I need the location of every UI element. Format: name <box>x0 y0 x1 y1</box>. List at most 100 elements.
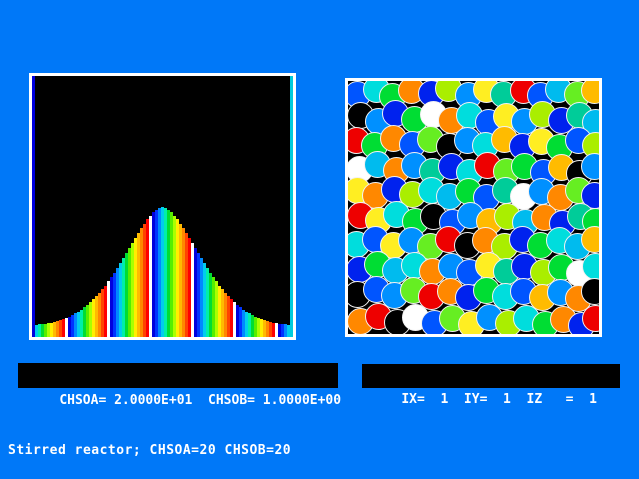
histogram-bar <box>206 268 209 337</box>
histogram-bars <box>32 76 293 337</box>
ix-iy-iz-readout-text: IX= 1 IY= 1 IZ = 1 <box>401 392 597 407</box>
histogram-bar <box>59 320 62 337</box>
histogram-bar <box>173 216 176 337</box>
histogram-bar <box>83 307 86 337</box>
histogram-bar <box>77 312 80 337</box>
histogram-bar <box>161 207 164 337</box>
histogram-bar <box>89 302 92 337</box>
histogram-bar <box>56 321 59 337</box>
histogram-bar <box>107 281 110 337</box>
histogram-bar <box>134 238 137 337</box>
histogram-bar <box>41 324 44 337</box>
histogram-bar <box>200 258 203 337</box>
reactor-particle <box>581 304 599 332</box>
histogram-bar <box>212 277 215 337</box>
histogram-bar <box>50 323 53 337</box>
histogram-bar <box>179 224 182 337</box>
reactor-particle <box>580 81 599 104</box>
histogram-bar <box>158 208 161 337</box>
histogram-bar <box>80 310 83 337</box>
reactor-particle <box>581 252 599 280</box>
histogram-bar <box>119 263 122 337</box>
histogram-bar <box>35 325 38 337</box>
histogram-bar <box>65 318 68 337</box>
histogram-bar <box>263 320 266 337</box>
histogram-bar <box>266 321 269 337</box>
histogram-bar <box>254 317 257 337</box>
histogram-bar <box>239 307 242 337</box>
histogram-bar <box>215 281 218 337</box>
histogram-bar <box>92 299 95 337</box>
histogram-bar <box>278 324 281 337</box>
histogram-bar <box>101 289 104 337</box>
histogram-bar <box>221 289 224 337</box>
chsoa-chsob-readout-text: CHSOA= 2.0000E+01 CHSOB= 1.0000E+00 <box>59 393 342 408</box>
histogram-bar <box>131 243 134 337</box>
reactor-particle <box>580 277 599 305</box>
histogram-bar <box>98 293 101 337</box>
histogram-bar <box>44 324 47 337</box>
histogram-bar <box>140 228 143 337</box>
reactor-particle <box>580 225 599 253</box>
histogram-bar <box>113 273 116 337</box>
histogram-bar <box>155 210 158 337</box>
histogram-bar <box>257 318 260 337</box>
histogram-bar <box>143 224 146 337</box>
histogram-bar <box>281 324 284 337</box>
histogram-bar <box>251 315 254 337</box>
histogram-left-edge-bar <box>32 76 35 337</box>
histogram-bar <box>242 310 245 337</box>
histogram-bar <box>137 233 140 337</box>
status-line: Stirred reactor; CHSOA=20 CHSOB=20 <box>8 443 292 458</box>
histogram-bar <box>185 233 188 337</box>
histogram-bar <box>233 302 236 337</box>
histogram-bar <box>122 258 125 337</box>
histogram-bar <box>104 286 107 337</box>
histogram-bar <box>194 248 197 337</box>
histogram-bar <box>236 305 239 337</box>
reactor-particle <box>580 152 599 180</box>
histogram-bar <box>47 323 50 337</box>
histogram-bar <box>152 212 155 337</box>
histogram-bar <box>74 313 77 337</box>
histogram-bar <box>110 277 113 337</box>
histogram-bar <box>62 319 65 337</box>
histogram-bar <box>38 324 41 337</box>
histogram-bar <box>209 273 212 337</box>
histogram-bar <box>116 268 119 337</box>
histogram-bar <box>227 296 230 337</box>
histogram-bar <box>86 305 89 337</box>
histogram-bar <box>149 216 152 337</box>
histogram-bar <box>68 317 71 337</box>
reactor-panel <box>345 78 602 337</box>
histogram-bar <box>191 243 194 337</box>
histogram-bar <box>260 319 263 337</box>
histogram-bar <box>71 315 74 337</box>
histogram-bar <box>287 325 290 337</box>
histogram-bar <box>164 208 167 337</box>
histogram-bar <box>176 219 179 337</box>
histogram-bar <box>203 263 206 337</box>
histogram-bar <box>269 322 272 337</box>
histogram-bar <box>230 299 233 337</box>
histogram-right-edge-bar <box>290 76 293 337</box>
ix-iy-iz-readout: IX= 1 IY= 1 IZ = 1 <box>362 364 620 407</box>
histogram-panel <box>29 73 296 340</box>
histogram-bar <box>128 248 131 337</box>
histogram-bar <box>218 286 221 337</box>
histogram-bar <box>53 322 56 337</box>
histogram-bar <box>182 228 185 337</box>
histogram-bar <box>197 253 200 337</box>
histogram-bar <box>272 323 275 337</box>
histogram-bar <box>224 293 227 337</box>
chsoa-chsob-readout: CHSOA= 2.0000E+01 CHSOB= 1.0000E+00 <box>18 363 341 408</box>
histogram-bar <box>284 324 287 337</box>
histogram-bar <box>146 219 149 337</box>
histogram-bar <box>170 212 173 337</box>
histogram-bar <box>245 312 248 337</box>
histogram-bar <box>95 296 98 337</box>
histogram-bar <box>275 323 278 337</box>
histogram-bar <box>125 253 128 337</box>
histogram-bar <box>167 210 170 337</box>
